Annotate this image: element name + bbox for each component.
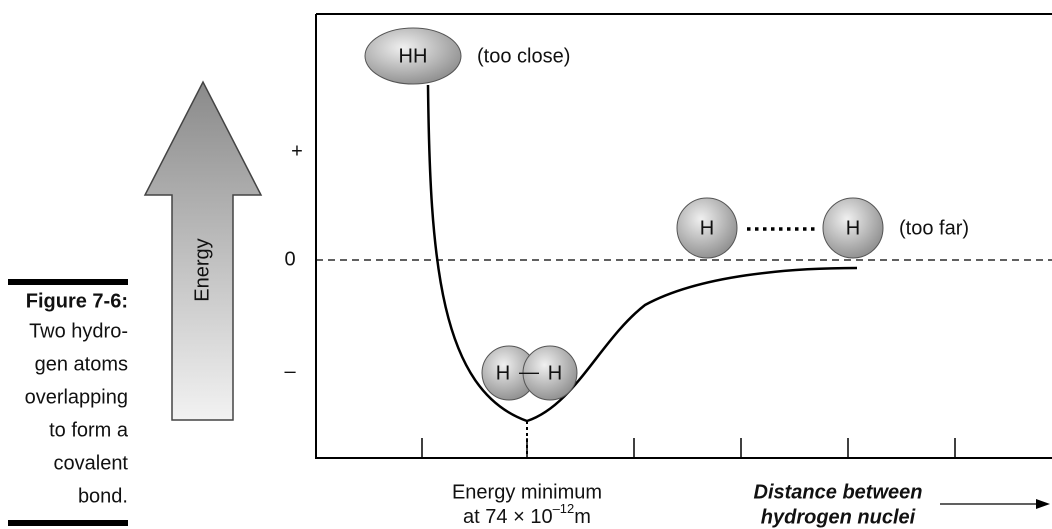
molecule-note: (too close) (477, 45, 570, 67)
minimum-unit: m (574, 506, 591, 528)
minimum-note: Energy minimum (452, 481, 602, 503)
y-tick-label: + (291, 140, 303, 162)
y-tick-label: – (284, 360, 296, 382)
caption-line: to form a (49, 419, 129, 441)
caption-line: bond. (78, 485, 128, 507)
x-axis-label: hydrogen nuclei (761, 506, 916, 528)
atom-label: H (548, 362, 562, 384)
minimum-exponent: –12 (553, 501, 575, 516)
bond-label: — (519, 361, 539, 383)
atom-label: H (700, 217, 714, 239)
caption-rule (8, 279, 128, 285)
atom (522, 345, 578, 401)
caption-text: Two hydro-gen atoms overlapping to form a c… (25, 320, 129, 507)
atom-label: H (846, 217, 860, 239)
x-axis-label: Distance between (754, 481, 923, 503)
caption-rule (8, 520, 128, 526)
atom-label: H (496, 362, 510, 384)
atom (676, 197, 738, 259)
x-axis-arrowhead (1036, 499, 1050, 509)
caption-line: Two hydro- (29, 320, 128, 342)
y-axis-label: Energy (191, 238, 213, 301)
x-ticks (421, 438, 956, 458)
caption-line: gen atoms (35, 353, 128, 375)
minimum-note: at 74 × 10–12m (463, 501, 591, 528)
plot-frame (315, 13, 1052, 459)
molecule-label: HH (399, 45, 428, 67)
y-tick-label: 0 (284, 248, 295, 270)
atom (822, 197, 884, 259)
caption-label: Figure 7-6: (26, 290, 128, 312)
caption-line: covalent (54, 452, 129, 474)
molecule-note: (too far) (899, 217, 969, 239)
energy-arrow (143, 80, 263, 421)
caption-line: overlapping (25, 386, 128, 408)
molecule-too-close (364, 27, 462, 85)
minimum-prefix: at 74 × 10 (463, 506, 553, 528)
